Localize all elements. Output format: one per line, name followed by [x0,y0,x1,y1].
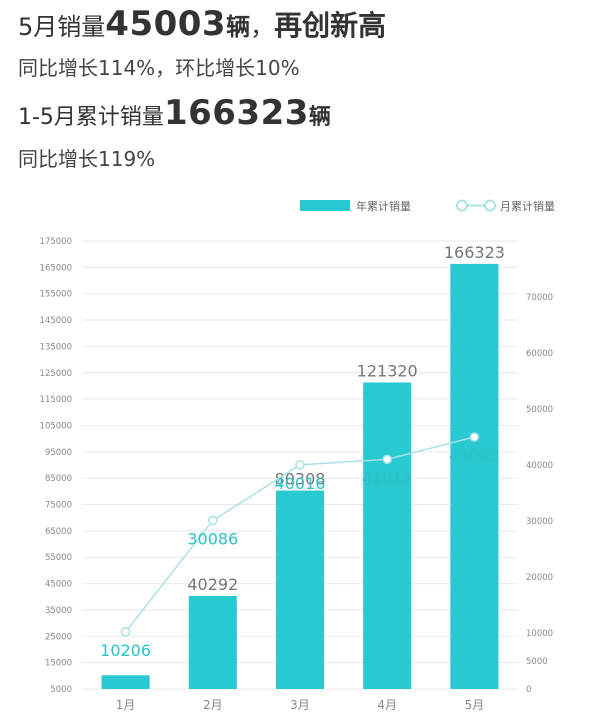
left-axis-tick-label: 135000 [40,342,72,352]
category-label: 4月 [377,698,397,712]
left-axis: 5000 15000 25000 35000 45000 55000 65000 75000 8… [40,237,72,695]
bar-1月 [101,675,150,689]
headline-monthly-sales: 5月销量45003辆，再创新高 [18,2,386,49]
left-axis-tick-label: 45000 [45,580,72,590]
right-axis-tick-label: 50000 [526,405,553,415]
line-point [208,515,218,526]
right-axis-tick-label: 70000 [526,293,553,303]
left-axis-tick-label: 115000 [40,395,72,405]
line-point [120,627,131,637]
bar-5月 [450,263,499,689]
line-point [295,460,305,470]
left-axis-tick-label: 155000 [40,290,72,300]
category-label: 2月 [203,698,223,712]
line-point [469,432,480,442]
right-axis-tick-label: 30000 [526,517,553,527]
right-axis-tick-label: 60000 [526,349,553,359]
headline-record-text: 再创新高 [274,9,387,42]
legend-line-label: 月累计销量 [500,199,555,213]
headline-prefix: 5月销量 [18,13,106,41]
legend-bar-label: 年累计销量 [356,199,411,213]
left-axis-tick-label: 175000 [40,237,72,247]
left-axis-tick-label: 25000 [45,632,72,642]
chart-legend: 年累计销量 月累计销量 [300,199,555,213]
legend-bar-swatch [300,200,350,211]
legend-line-marker [484,199,496,212]
bar-value-label: 80308 [275,470,326,489]
bar-4月 [363,382,412,689]
line-series: 10206 30086 40016 41012 45003 [100,432,500,660]
left-axis-tick-label: 145000 [40,316,72,326]
headline-monthly-number: 45003 [105,4,227,44]
right-axis: 0 5000 10000 20000 30000 40000 50000 60000 70000 [526,293,553,695]
legend-line-marker [456,199,468,212]
left-axis-tick-label: 95000 [45,448,72,458]
right-axis-tick-label: 20000 [526,573,553,583]
headline-cumulative-unit: 辆 [308,105,331,130]
right-axis-tick-label: 10000 [526,629,553,639]
line-point [382,454,392,465]
bar-value-label: 166323 [444,243,505,262]
left-axis-tick-label: 85000 [45,474,72,484]
line-value-label: 40016 [275,474,326,493]
left-axis-tick-label: 165000 [40,263,72,273]
left-axis-tick-label: 125000 [40,369,72,379]
headline-cumulative-number: 166323 [163,93,309,133]
left-axis-tick-label: 105000 [40,421,72,431]
right-axis-tick-label: 5000 [526,657,548,667]
line-value-label: 45003 [449,446,500,465]
sales-chart: 年累计销量 月累计销量 5000 15000 25000 35000 45000 5500… [40,199,555,712]
category-label: 3月 [290,698,310,712]
bar-value-label: 40292 [187,575,238,594]
category-label: 5月 [465,698,485,712]
right-axis-tick-label: 40000 [526,461,553,471]
bar-series: 40292 80308 121320 166323 [101,243,505,689]
headline-separator: ， [250,13,275,41]
category-axis: 1月 2月 3月 4月 5月 [116,698,484,712]
category-label: 1月 [116,698,136,712]
chart-grid [82,240,518,690]
headline-cumulative-sales: 1-5月累计销量166323辆 [18,93,331,138]
left-axis-tick-label: 15000 [45,659,72,669]
left-axis-tick-label: 35000 [45,606,72,616]
left-axis-tick-label: 75000 [45,501,72,511]
left-axis-tick-label: 65000 [45,527,72,537]
left-axis-tick-label: 5000 [50,685,72,695]
headline-cumulative-growth: 同比增长119% [18,147,156,171]
line-value-label: 10206 [100,641,151,660]
right-axis-tick-label: 0 [526,685,531,695]
bar-3月 [276,490,324,689]
line-value-label: 41012 [362,468,413,487]
line-value-label: 30086 [187,530,238,549]
headline-cumulative-prefix: 1-5月累计销量 [18,105,164,130]
headline-unit: 辆 [226,13,251,41]
headline-monthly-growth: 同比增长114%，环比增长10% [18,56,300,80]
left-axis-tick-label: 55000 [45,553,72,563]
bar-2月 [188,595,237,689]
bar-value-label: 121320 [357,361,418,380]
